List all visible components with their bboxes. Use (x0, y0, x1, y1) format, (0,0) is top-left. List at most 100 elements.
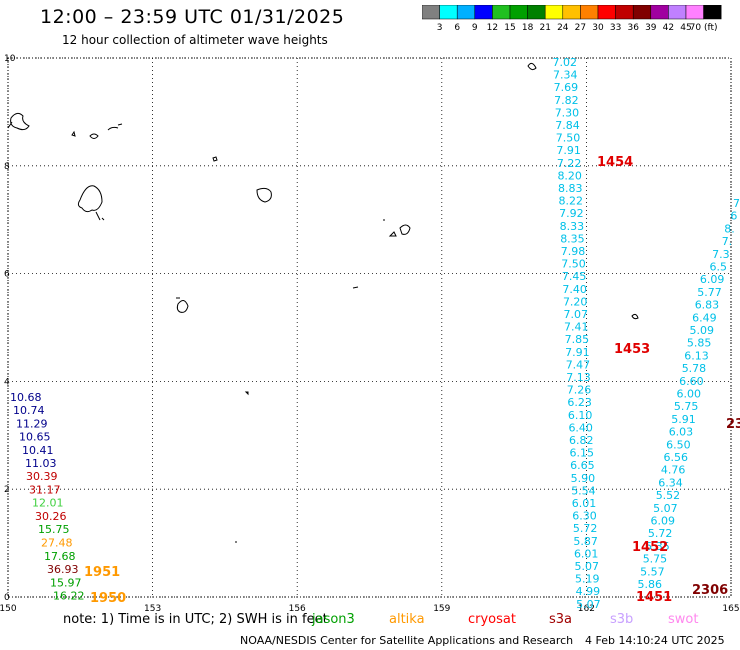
swh-value: 6.60 (679, 375, 704, 388)
swh-value: 8.33 (560, 220, 585, 233)
swh-value: 4.99 (576, 585, 601, 598)
island-outline (631, 313, 639, 320)
island-outline (527, 62, 537, 71)
swh-value: 5.07 (576, 598, 601, 611)
altimeter-track-a: 7.027.347.697.827.307.847.507.917.228.20… (553, 56, 601, 611)
swh-value: 7.30 (555, 106, 580, 119)
legend-swot-label: swot (668, 612, 699, 627)
swh-value: 30.39 (26, 470, 58, 483)
island-outline (352, 286, 359, 289)
swh-value: 6.23 (567, 396, 592, 409)
swh-value: 5.57 (640, 565, 665, 578)
time-tag: 1951 (84, 565, 120, 580)
swh-value: 10.74 (13, 404, 45, 417)
swh-value: 6 (730, 210, 737, 223)
time-tags: 1454 1453 1452 1451 2306 23 1951 1950 (84, 155, 740, 606)
timestamp: 4 Feb 14:10:24 UTC 2025 (585, 634, 725, 647)
lon-tick-label: 153 (144, 604, 161, 614)
swh-value: 5.54 (571, 484, 596, 497)
swh-value: 7.41 (564, 321, 589, 334)
swh-value: 7.98 (561, 245, 586, 258)
swh-value: 6.65 (570, 459, 595, 472)
swh-value: 7.22 (557, 157, 582, 170)
time-tag: 2306 (692, 583, 728, 598)
swh-value: 7.40 (562, 283, 587, 296)
swh-value: 5.72 (573, 522, 598, 535)
lat-tick-label: 6 (4, 270, 10, 280)
swh-value: 6.15 (570, 447, 595, 460)
legend-swot: swot (668, 612, 698, 627)
swh-value: 11.29 (16, 417, 48, 430)
color-swatch (703, 5, 722, 20)
swh-value: 6.01 (572, 497, 597, 510)
chart-title: 12:00 – 23:59 UTC 01/31/2025 (40, 6, 345, 28)
color-scale-label: 6 (454, 23, 460, 31)
altimeter-track-b: 768.7.7.36.56.095.776.836.495.095.856.13… (638, 197, 740, 591)
swh-value: 6.10 (568, 409, 593, 422)
swh-value: 5.35 (645, 540, 670, 553)
swh-value: 5.19 (575, 573, 600, 586)
lat-tick-label: 0 (4, 593, 10, 603)
swh-value: 7.02 (553, 56, 578, 69)
time-tag: 1950 (90, 591, 126, 606)
swh-value: 5.91 (671, 413, 696, 426)
swh-value: 4.76 (661, 464, 686, 477)
color-scale-label: 36 (627, 23, 639, 31)
color-scale-label: 18 (522, 23, 534, 31)
swh-value: 5.86 (638, 578, 663, 591)
swh-value: 5.07 (575, 560, 600, 573)
swh-value: 17.68 (44, 550, 76, 563)
swh-value: 36.93 (47, 563, 79, 576)
color-scale-label: 9 (472, 23, 478, 31)
lon-tick-label: 165 (722, 604, 739, 614)
swh-value: 5.78 (682, 362, 707, 375)
island-outline (10, 112, 30, 131)
island-outline (244, 391, 249, 396)
swh-value: 8.83 (558, 182, 583, 195)
color-scale-label: 15 (504, 23, 515, 31)
coastlines (7, 62, 639, 543)
swh-value: 5.75 (674, 400, 699, 413)
credit-line: NOAA/NESDIS Center for Satellite Applica… (240, 634, 574, 647)
lat-tick-label: 4 (4, 377, 10, 387)
color-scale-label: 12 (487, 23, 498, 31)
swh-value: 31.17 (29, 483, 61, 496)
island-outline (256, 187, 272, 203)
swh-value: 7.91 (556, 144, 581, 157)
swh-value: 5.87 (573, 535, 598, 548)
swh-value: 7.47 (566, 358, 591, 371)
swh-value: 7.3 (712, 248, 730, 261)
swh-value: 5.75 (643, 553, 668, 566)
swh-value: 5.09 (690, 324, 715, 337)
lon-tick-label: 162 (578, 604, 595, 614)
swh-value: 7.50 (561, 258, 586, 271)
color-scale-label: 27 (575, 23, 586, 31)
color-scale-label: 39 (645, 23, 657, 31)
swh-value: 30.26 (35, 510, 67, 523)
swh-value: 6.82 (569, 434, 594, 447)
time-tag: 1451 (636, 590, 672, 605)
swh-value: 5.90 (571, 472, 596, 485)
swh-value: 16.22 (53, 590, 85, 603)
swh-value: 7.84 (555, 119, 580, 132)
y-axis-ticks: 0 2 4 6 8 10 (4, 54, 16, 603)
island-outline (176, 297, 189, 313)
swh-value: 5.07 (653, 502, 678, 515)
swh-value: 6.01 (574, 547, 599, 560)
map-frame (7, 57, 732, 598)
color-scale-label: 42 (663, 23, 674, 31)
swh-value: 5.52 (656, 489, 681, 502)
lat-lon-grid (7, 57, 732, 598)
swh-value: 8.35 (560, 232, 585, 245)
island-outline (212, 156, 218, 162)
swh-value: 8. (724, 222, 735, 235)
island-outline (399, 224, 411, 235)
swh-value: 12.01 (32, 497, 64, 510)
legend-altika-label: altika (389, 612, 425, 627)
swh-value: 7.50 (556, 132, 581, 145)
footer-note: note: 1) Time is in UTC; 2) SWH is in fe… (63, 612, 328, 627)
swh-value: 7.92 (559, 207, 584, 220)
island-outline (77, 185, 103, 213)
color-scale-label: 70 (ft) (690, 23, 718, 31)
